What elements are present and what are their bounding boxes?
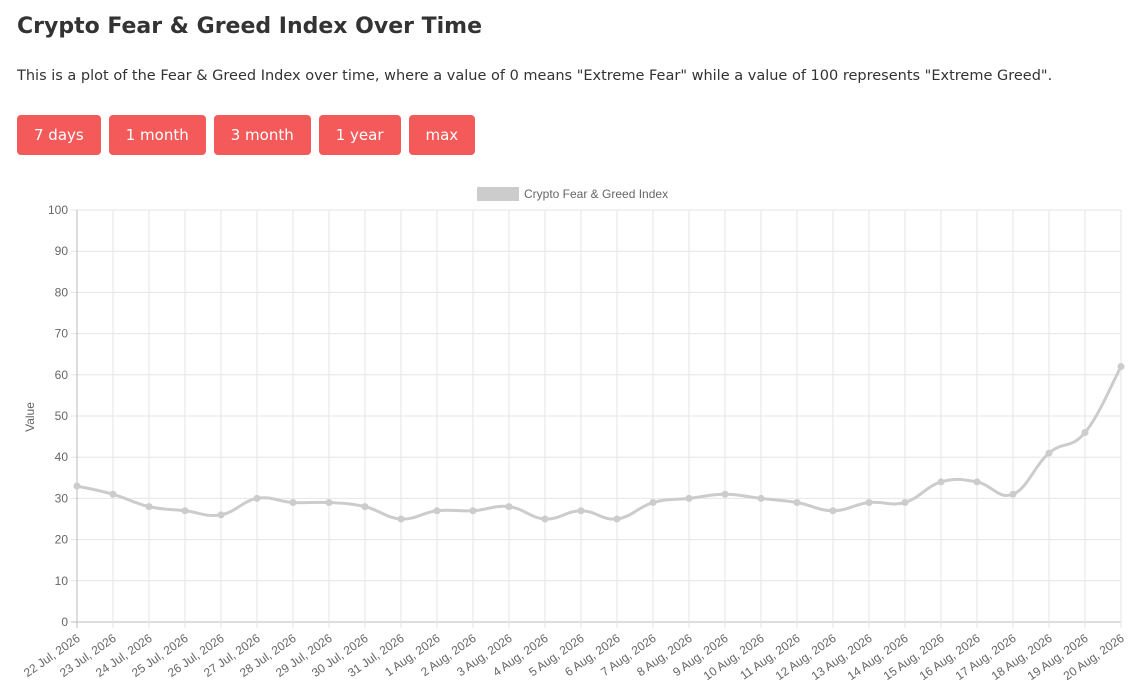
y-tick-label: 30	[55, 491, 69, 505]
series-line-fear-greed-index	[76, 365, 1123, 521]
fear-greed-line-chart: Crypto Fear & Greed Index Value 0 10 20 30 4…	[21, 187, 1127, 683]
data-point[interactable]	[757, 494, 765, 502]
data-point[interactable]	[577, 507, 585, 515]
data-point[interactable]	[73, 482, 81, 490]
y-tick-label: 10	[55, 574, 69, 588]
y-tick-label: 80	[55, 285, 69, 299]
data-point[interactable]	[1009, 490, 1017, 498]
data-point[interactable]	[469, 507, 477, 515]
data-point[interactable]	[829, 507, 837, 515]
data-point[interactable]	[397, 515, 405, 523]
data-point[interactable]	[433, 507, 441, 515]
data-point[interactable]	[1081, 428, 1089, 436]
y-tick-label: 70	[55, 327, 69, 341]
range-7-days-button[interactable]: 7 days	[17, 115, 101, 155]
y-tick-label: 50	[55, 409, 69, 423]
y-tick-label: 60	[55, 368, 69, 382]
data-point[interactable]	[649, 499, 657, 507]
range-3-month-button[interactable]: 3 month	[213, 115, 311, 155]
data-point[interactable]	[613, 515, 621, 523]
y-axis-title: Value	[23, 402, 37, 432]
y-tick-label: 0	[61, 615, 68, 629]
data-point[interactable]	[901, 499, 909, 507]
data-point[interactable]	[1117, 363, 1125, 371]
y-tick-label: 20	[55, 533, 69, 547]
y-tick-label: 40	[55, 450, 69, 464]
series-layer	[73, 363, 1125, 523]
page-title: Crypto Fear & Greed Index Over Time	[17, 14, 483, 39]
data-point[interactable]	[505, 503, 513, 511]
data-point[interactable]	[181, 507, 189, 515]
data-point[interactable]	[721, 490, 729, 498]
data-point[interactable]	[685, 494, 693, 502]
data-point[interactable]	[865, 499, 873, 507]
y-axis-ticks: 0 10 20 30 40 50 60 70 80 90 100	[48, 203, 68, 629]
data-point[interactable]	[1045, 449, 1053, 457]
grid-lines	[71, 209, 1122, 628]
range-1-month-button[interactable]: 1 month	[108, 115, 206, 155]
legend-swatch	[477, 187, 519, 201]
data-point[interactable]	[217, 511, 225, 519]
data-point[interactable]	[289, 499, 297, 507]
page-description: This is a plot of the Fear & Greed Index…	[17, 68, 1053, 84]
data-point[interactable]	[253, 494, 261, 502]
data-point[interactable]	[109, 490, 117, 498]
legend-label: Crypto Fear & Greed Index	[524, 187, 668, 201]
chart-legend[interactable]: Crypto Fear & Greed Index	[477, 187, 668, 201]
range-1-year-button[interactable]: 1 year	[318, 115, 401, 155]
data-point[interactable]	[793, 499, 801, 507]
y-tick-label: 90	[55, 244, 69, 258]
y-tick-label: 100	[48, 203, 68, 217]
data-point[interactable]	[325, 499, 333, 507]
data-point[interactable]	[937, 478, 945, 486]
range-button-group: 7 days 1 month 3 month 1 year max	[17, 115, 483, 155]
data-point[interactable]	[973, 478, 981, 486]
range-max-button[interactable]: max	[408, 115, 476, 155]
data-point[interactable]	[145, 503, 153, 511]
data-point[interactable]	[361, 503, 369, 511]
data-point[interactable]	[541, 515, 549, 523]
